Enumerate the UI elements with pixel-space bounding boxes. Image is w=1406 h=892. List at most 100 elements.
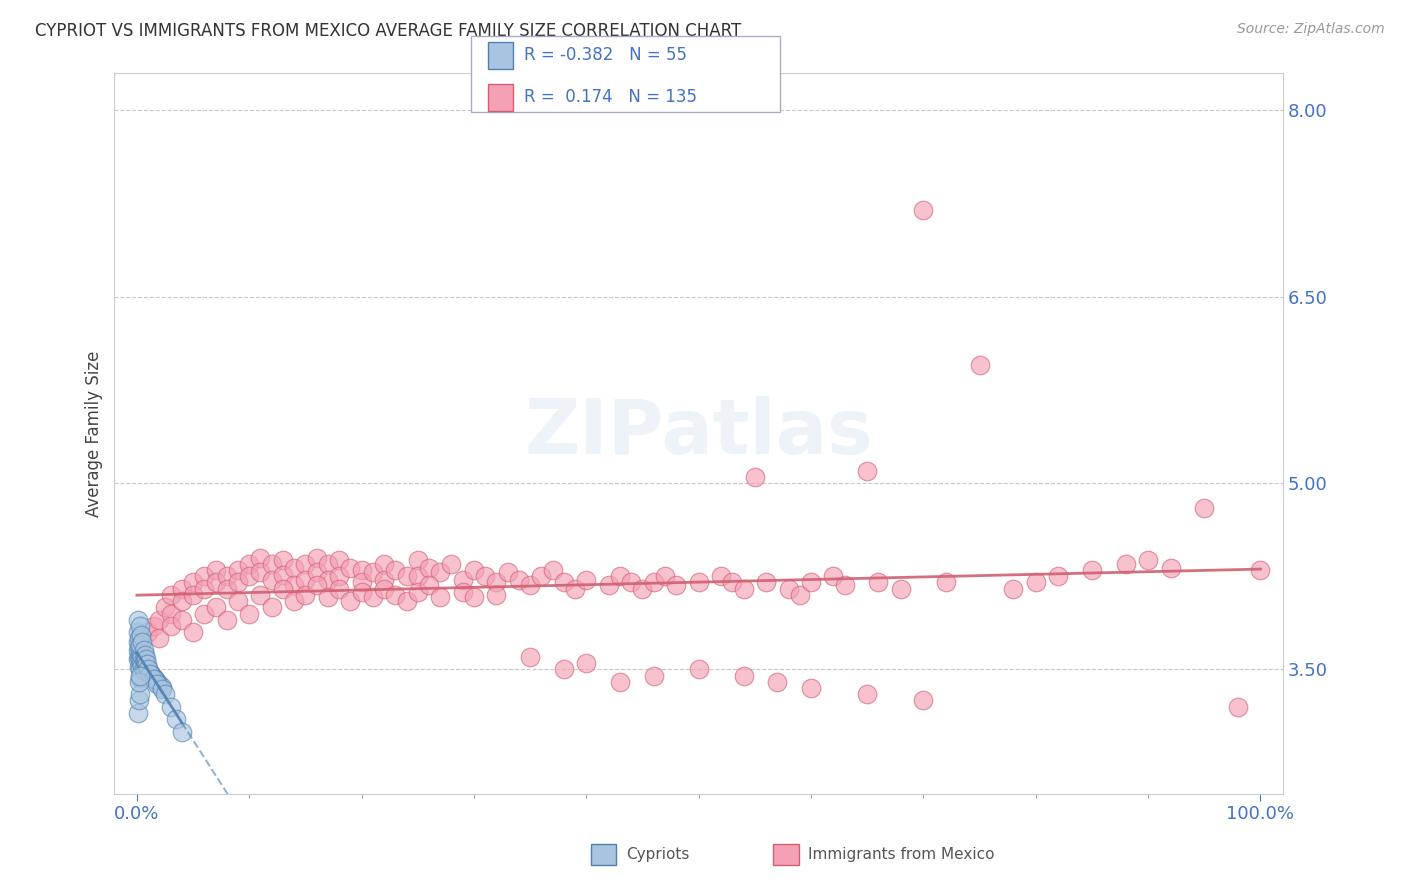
Point [451, 585, 474, 599]
Point [127, 706, 149, 720]
Point [294, 573, 316, 587]
Point [823, 569, 845, 583]
Point [159, 619, 181, 633]
Point [328, 553, 350, 567]
Point [141, 667, 163, 681]
Point [129, 638, 152, 652]
Point [328, 569, 350, 583]
Point [1081, 563, 1104, 577]
Point [150, 680, 173, 694]
Point [429, 591, 451, 605]
Point [132, 652, 155, 666]
Point [328, 582, 350, 596]
Point [530, 569, 553, 583]
Point [260, 557, 283, 571]
Point [384, 588, 406, 602]
Point [142, 673, 165, 687]
Point [134, 655, 156, 669]
Point [868, 575, 890, 590]
Point [305, 578, 328, 592]
Point [766, 674, 789, 689]
Point [316, 591, 339, 605]
Point [131, 627, 153, 641]
Point [134, 664, 156, 678]
Point [406, 569, 429, 583]
Point [609, 569, 631, 583]
Point [139, 667, 162, 681]
Point [139, 666, 162, 681]
Point [215, 582, 238, 596]
Point [283, 560, 305, 574]
Point [755, 575, 778, 590]
Point [136, 662, 159, 676]
Point [856, 687, 879, 701]
Point [305, 566, 328, 580]
Point [373, 573, 395, 587]
Point [485, 588, 508, 602]
Point [800, 681, 823, 695]
Point [226, 575, 249, 590]
Point [935, 575, 957, 590]
Point [541, 563, 564, 577]
Point [181, 588, 204, 602]
Point [496, 566, 519, 580]
Point [1249, 563, 1271, 577]
Point [170, 582, 193, 596]
Point [429, 566, 451, 580]
Point [132, 642, 155, 657]
Point [834, 578, 856, 592]
Point [170, 594, 193, 608]
Point [418, 578, 440, 592]
Point [170, 724, 193, 739]
Point [519, 650, 541, 665]
Point [215, 613, 238, 627]
Point [271, 568, 294, 582]
Point [238, 569, 260, 583]
Point [778, 582, 800, 596]
Point [373, 557, 395, 571]
Point [131, 650, 153, 665]
Point [688, 662, 710, 676]
Point [339, 560, 361, 574]
Point [485, 575, 508, 590]
Point [129, 652, 152, 666]
Point [128, 674, 150, 689]
Point [226, 594, 249, 608]
Point [142, 670, 165, 684]
Point [350, 575, 373, 590]
Point [1002, 582, 1025, 596]
Point [135, 657, 157, 672]
Point [710, 569, 733, 583]
Point [418, 560, 440, 574]
Point [350, 563, 373, 577]
Point [204, 575, 226, 590]
Point [890, 582, 912, 596]
Point [135, 652, 157, 666]
Point [136, 625, 159, 640]
Point [395, 594, 418, 608]
Point [1192, 500, 1215, 515]
Point [159, 588, 181, 602]
Point [688, 575, 710, 590]
Text: ZIPatlas: ZIPatlas [524, 396, 873, 470]
Point [249, 550, 271, 565]
Point [128, 693, 150, 707]
Point [159, 607, 181, 621]
Point [294, 557, 316, 571]
Point [260, 573, 283, 587]
Point [181, 575, 204, 590]
Point [249, 566, 271, 580]
Text: CYPRIOT VS IMMIGRANTS FROM MEXICO AVERAGE FAMILY SIZE CORRELATION CHART: CYPRIOT VS IMMIGRANTS FROM MEXICO AVERAG… [35, 22, 741, 40]
Point [800, 575, 823, 590]
Point [856, 464, 879, 478]
Point [721, 575, 744, 590]
Point [131, 648, 153, 662]
Point [1160, 560, 1182, 574]
Point [138, 665, 160, 679]
Point [143, 673, 166, 687]
Point [170, 613, 193, 627]
Point [128, 660, 150, 674]
Point [260, 600, 283, 615]
Point [361, 591, 384, 605]
Point [150, 682, 173, 697]
